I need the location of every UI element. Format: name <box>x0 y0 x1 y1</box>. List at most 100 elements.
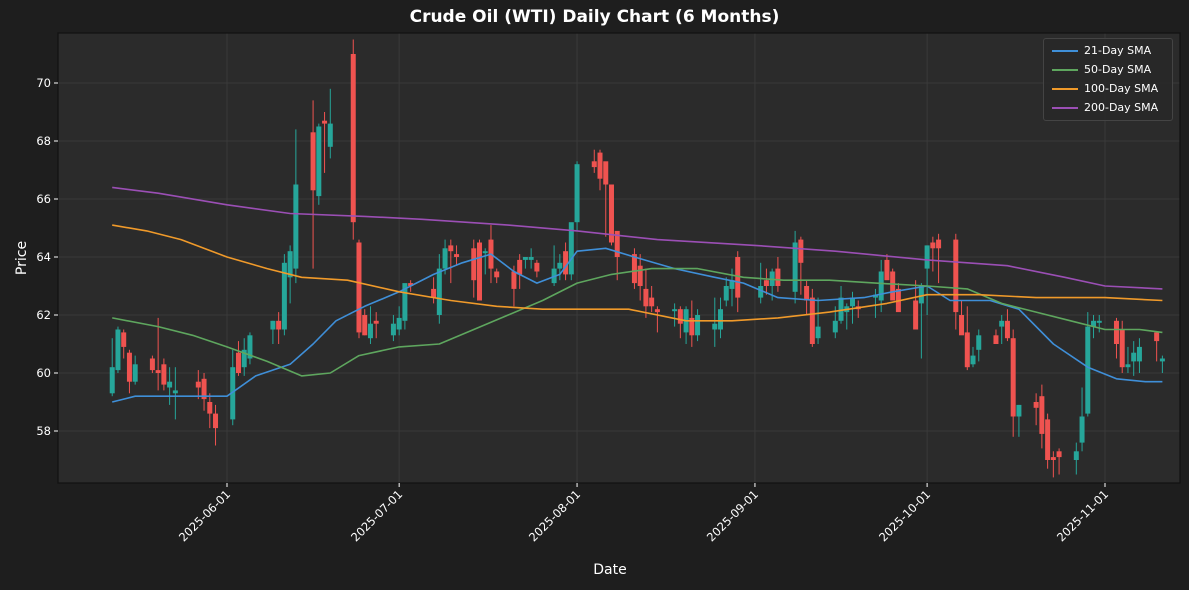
y-tick-label: 60 <box>36 366 51 380</box>
candle-body <box>390 323 396 336</box>
candle-body <box>436 268 442 315</box>
candle-body <box>362 315 368 336</box>
candle-body <box>758 286 764 298</box>
candle-body <box>310 132 316 191</box>
candle-body <box>276 320 282 330</box>
candle-body <box>643 288 649 307</box>
candle-body <box>775 268 781 286</box>
candle-body <box>924 245 930 269</box>
y-tick-label: 64 <box>36 250 51 264</box>
legend-label: 50-Day SMA <box>1084 63 1152 76</box>
candle-body <box>350 54 356 223</box>
candle-body <box>999 320 1005 327</box>
candle-body <box>695 315 701 336</box>
candle-body <box>637 265 643 286</box>
candle-body <box>1016 404 1022 417</box>
candle-body <box>1056 451 1062 458</box>
candle-body <box>959 315 965 336</box>
candle-body <box>511 271 517 289</box>
candle-body <box>1039 396 1045 434</box>
candle-body <box>1096 320 1102 323</box>
candle-body <box>396 317 402 330</box>
candle-body <box>322 120 328 124</box>
candle-body <box>614 230 620 257</box>
x-tick-label: 2025-10-01 <box>876 487 933 544</box>
y-tick-label: 70 <box>36 76 51 90</box>
candle-body <box>718 309 724 330</box>
candle-body <box>815 326 821 339</box>
legend-item-sma21: 21-Day SMA <box>1044 41 1172 60</box>
candle-body <box>953 239 959 313</box>
candle-body <box>356 242 362 333</box>
legend-swatch-sma200-icon <box>1052 106 1078 109</box>
candle-body <box>1131 352 1137 362</box>
candle-body <box>1010 338 1016 417</box>
candle-body <box>316 126 322 197</box>
y-tick-label: 68 <box>36 134 51 148</box>
candle-body <box>1091 320 1097 327</box>
candle-body <box>126 352 132 382</box>
legend-label: 21-Day SMA <box>1084 44 1152 57</box>
x-tick-label: 2025-11-01 <box>1054 487 1111 544</box>
candle-body <box>442 248 448 269</box>
candle-body <box>1136 346 1142 362</box>
candle-body <box>729 280 735 289</box>
candle-body <box>1045 419 1051 460</box>
candle-body <box>608 184 614 243</box>
candle-body <box>293 184 299 269</box>
x-tick-label: 2025-07-01 <box>348 487 405 544</box>
candle-body <box>1073 451 1079 460</box>
x-tick-label: 2025-06-01 <box>176 487 233 544</box>
legend-item-sma200: 200-Day SMA <box>1044 98 1172 117</box>
candle-body <box>918 286 924 304</box>
candle-body <box>936 239 942 249</box>
candle-body <box>1125 364 1131 368</box>
candle-body <box>884 259 890 281</box>
candle-body <box>603 161 609 185</box>
candle-body <box>1033 402 1039 408</box>
candle-body <box>672 309 678 312</box>
candle-body <box>649 297 655 307</box>
line-sma100 <box>112 224 1163 322</box>
candle-body <box>471 248 477 281</box>
candle-body <box>195 381 201 388</box>
candle-body <box>792 242 798 292</box>
y-axis-label: Price <box>14 240 30 276</box>
candle-body <box>735 257 741 298</box>
candle-body <box>832 320 838 333</box>
candle-body <box>804 286 810 301</box>
candle-body <box>172 390 178 394</box>
plot-frame <box>57 32 1181 484</box>
legend-swatch-sma50-icon <box>1052 68 1078 71</box>
y-tick-label: 66 <box>36 192 51 206</box>
candle-body <box>568 222 574 275</box>
candle-body <box>654 309 660 313</box>
candle-body <box>281 262 287 330</box>
candle-body <box>1113 320 1119 344</box>
candle-body <box>809 297 815 344</box>
legend-swatch-sma100-icon <box>1052 87 1078 90</box>
candle-body <box>327 123 333 147</box>
candle-body <box>482 251 488 254</box>
candle-body <box>149 358 155 371</box>
candle-body <box>1079 416 1085 443</box>
candle-body <box>367 323 373 339</box>
legend-label: 100-Day SMA <box>1084 82 1159 95</box>
candle-body <box>798 239 804 263</box>
candle-body <box>121 332 127 347</box>
y-tick-label: 62 <box>36 308 51 322</box>
candle-body <box>976 335 982 350</box>
candle-body <box>838 297 844 321</box>
candle-body <box>408 283 414 286</box>
candle-body <box>964 332 970 368</box>
candle-body <box>689 317 695 336</box>
y-tick-label: 58 <box>36 424 51 438</box>
candle-body <box>494 271 500 278</box>
candle-body <box>970 355 976 365</box>
candle-body <box>563 251 569 275</box>
candle-body <box>454 254 460 257</box>
candle-body <box>1085 326 1091 414</box>
legend-item-sma50: 50-Day SMA <box>1044 60 1172 79</box>
